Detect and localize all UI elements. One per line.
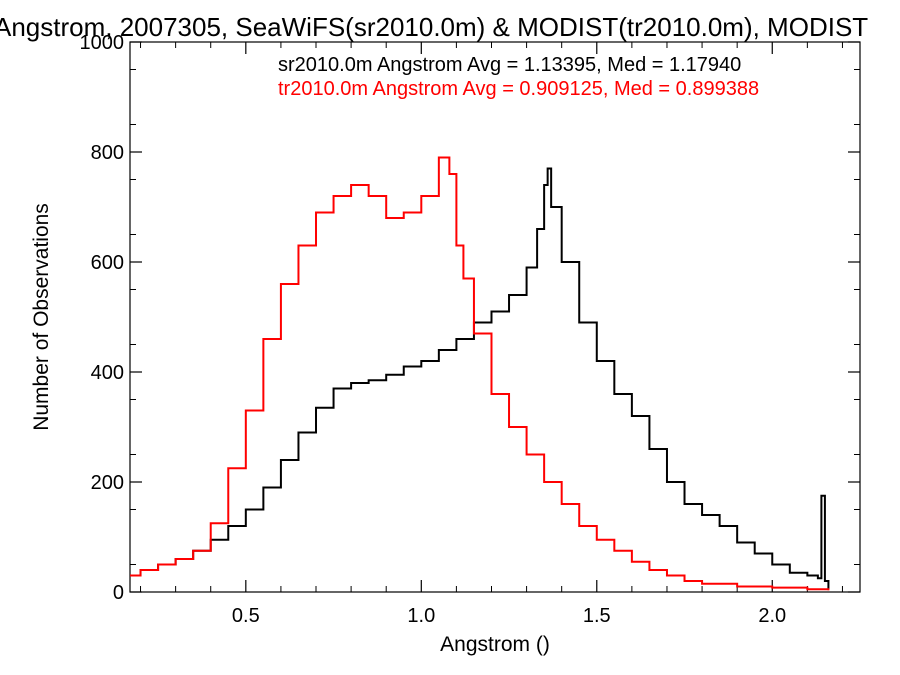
x-axis-label: Angstrom () <box>440 633 550 656</box>
y-axis-label: Number of Observations <box>30 203 53 431</box>
plot-frame <box>129 41 861 593</box>
tr-histogram-line <box>130 156 830 591</box>
x-tick-label: 0.5 <box>232 605 260 627</box>
y-tick-label: 0 <box>113 582 124 604</box>
axis-ticks: 0.5 1.0 1.5 2.0 0 200 400 600 800 1000 <box>80 32 860 627</box>
y-tick-label: 800 <box>91 142 124 164</box>
x-tick-label: 1.0 <box>407 605 435 627</box>
x-tick-label: 2.0 <box>758 605 786 627</box>
y-tick-label: 400 <box>91 362 124 384</box>
y-tick-label: 1000 <box>80 32 125 54</box>
y-tick-label: 200 <box>91 472 124 494</box>
chart-title: Angstrom, 2007305, SeaWiFS(sr2010.0m) & … <box>0 12 868 42</box>
x-tick-label: 1.5 <box>583 605 611 627</box>
sr-histogram-line <box>130 167 830 590</box>
sr-stats-annotation: sr2010.0m Angstrom Avg = 1.13395, Med = … <box>278 54 741 76</box>
stat-annotations: sr2010.0m Angstrom Avg = 1.13395, Med = … <box>278 54 759 100</box>
data-series <box>130 156 830 591</box>
y-tick-label: 600 <box>91 252 124 274</box>
tr-stats-annotation: tr2010.0m Angstrom Avg = 0.909125, Med =… <box>278 78 759 100</box>
